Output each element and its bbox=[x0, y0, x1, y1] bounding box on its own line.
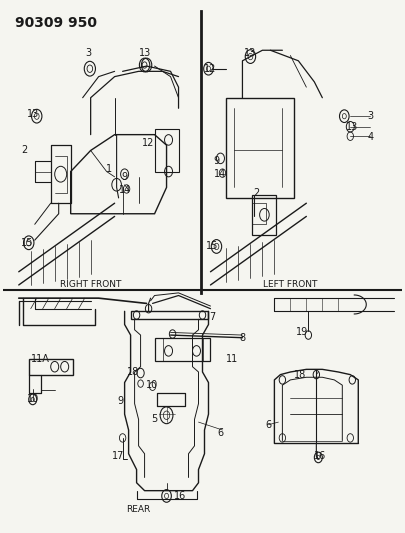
Text: 3: 3 bbox=[85, 48, 92, 58]
Text: 1: 1 bbox=[106, 164, 112, 174]
Text: 10: 10 bbox=[27, 394, 39, 405]
Text: 13: 13 bbox=[346, 122, 358, 132]
Text: 12: 12 bbox=[204, 64, 217, 74]
Text: 13: 13 bbox=[244, 48, 256, 58]
Text: 11: 11 bbox=[226, 354, 239, 364]
Text: 9: 9 bbox=[117, 396, 124, 406]
Text: 2: 2 bbox=[253, 188, 260, 198]
Text: 8: 8 bbox=[239, 333, 245, 343]
Text: 16: 16 bbox=[314, 451, 326, 462]
Text: 15: 15 bbox=[206, 241, 219, 252]
Text: 3: 3 bbox=[367, 111, 373, 121]
Text: REAR: REAR bbox=[126, 505, 151, 514]
Text: 13: 13 bbox=[27, 109, 39, 118]
Text: 17: 17 bbox=[113, 451, 125, 462]
Text: 6: 6 bbox=[217, 427, 224, 438]
Text: 2: 2 bbox=[21, 146, 28, 156]
Text: 90309 950: 90309 950 bbox=[15, 16, 97, 30]
Text: 10: 10 bbox=[147, 380, 159, 390]
Text: 16: 16 bbox=[175, 491, 187, 501]
Text: 19: 19 bbox=[296, 327, 309, 337]
Text: 9: 9 bbox=[122, 172, 128, 182]
Text: 14: 14 bbox=[214, 169, 227, 179]
Text: 13: 13 bbox=[139, 48, 151, 58]
Text: 18: 18 bbox=[294, 369, 307, 379]
Text: 15: 15 bbox=[21, 238, 33, 248]
Text: 11A: 11A bbox=[31, 354, 50, 364]
Text: 5: 5 bbox=[151, 415, 158, 424]
Text: 12: 12 bbox=[143, 138, 155, 148]
Text: 18: 18 bbox=[126, 367, 139, 377]
Text: 9: 9 bbox=[213, 156, 220, 166]
Text: 7: 7 bbox=[209, 312, 215, 321]
Text: 14: 14 bbox=[119, 185, 131, 195]
Text: 6: 6 bbox=[265, 419, 271, 430]
Text: RIGHT FRONT: RIGHT FRONT bbox=[60, 280, 122, 289]
Text: LEFT FRONT: LEFT FRONT bbox=[263, 280, 318, 289]
Text: 4: 4 bbox=[367, 132, 373, 142]
